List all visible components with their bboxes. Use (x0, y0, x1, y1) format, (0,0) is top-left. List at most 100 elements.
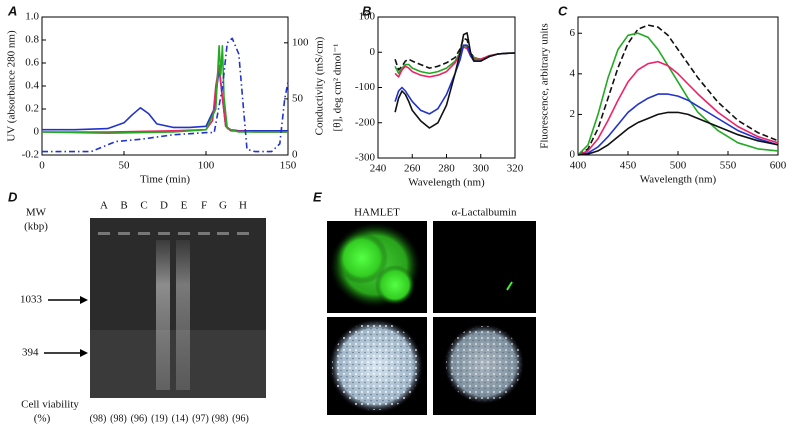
plot-frame (377, 16, 516, 159)
y-tick-label: 100 (359, 11, 376, 23)
x-tick-label: 100 (198, 160, 215, 172)
y-tick-label: -300 (355, 152, 376, 164)
lane-label: C (140, 200, 147, 212)
y2-axis-title: Conductivity (mS/cm) (314, 36, 326, 135)
y-tick-label: 0.4 (25, 80, 39, 92)
plot-frame (41, 16, 289, 156)
x-tick-label: 300 (473, 163, 490, 175)
y-tick-label: 0 (370, 46, 376, 58)
lane-label: B (120, 200, 127, 212)
data-line (577, 60, 779, 156)
x-tick-label: 550 (720, 160, 737, 172)
gel-smear (156, 240, 170, 390)
x-tick-label: 600 (770, 160, 787, 172)
viability-unit: (%) (34, 413, 51, 425)
x-tick-label: 280 (438, 163, 455, 175)
green-cell (375, 265, 415, 305)
data-line (394, 37, 516, 71)
y2-tick-label: 50 (292, 92, 304, 104)
marker-arrow (80, 349, 88, 357)
mw-unit: (kbp) (24, 221, 48, 233)
y-tick-label: 0.2 (25, 103, 39, 115)
y-tick-label: 0 (34, 126, 40, 138)
y-tick-label: 6 (570, 27, 576, 39)
x-tick-label: 150 (280, 160, 297, 172)
gel-well (237, 232, 249, 235)
viability-label: Cell viability (21, 399, 79, 411)
panel-label: D (8, 189, 18, 204)
viability-value: (96) (131, 413, 148, 424)
data-line (42, 64, 288, 133)
cell-texture (332, 322, 420, 410)
lane-label: D (160, 200, 168, 212)
panel-label: A (7, 3, 17, 18)
y-tick-label: 1.0 (25, 11, 39, 23)
y-tick-label: 0.6 (25, 57, 39, 69)
panel-label: B (362, 3, 371, 18)
y-tick-label: -100 (355, 81, 376, 93)
gel-well (138, 232, 150, 235)
gel-well (178, 232, 190, 235)
green-spot (506, 281, 513, 291)
y-tick-label: 0 (570, 149, 576, 161)
gel-well (118, 232, 130, 235)
y-tick-label: -200 (355, 116, 376, 128)
data-line (577, 24, 779, 156)
data-line (394, 44, 516, 115)
y-axis-title: [θ], deg cm² dmol⁻¹ (332, 44, 344, 132)
x-tick-label: 320 (507, 163, 524, 175)
lane-label: G (219, 200, 227, 212)
data-line (42, 68, 288, 132)
x-tick-label: 260 (404, 163, 421, 175)
viability-value: (19) (151, 413, 168, 424)
y-axis-title: UV (absorbance 280 nm) (6, 30, 18, 142)
marker-label: 1033 (20, 294, 43, 306)
x-tick-label: 0 (39, 160, 45, 172)
viability-value: (98) (110, 413, 127, 424)
gel-well (158, 232, 170, 235)
x-tick-label: 50 (119, 160, 131, 172)
x-tick-label: 400 (570, 160, 587, 172)
micrograph (433, 221, 536, 313)
marker-label: 394 (22, 347, 39, 359)
lane-label: E (181, 200, 188, 212)
x-axis-title: Wavelength (nm) (408, 177, 485, 189)
data-line (394, 44, 516, 75)
x-axis-title: Time (min) (140, 174, 190, 186)
data-line (577, 32, 779, 156)
green-cell (336, 232, 388, 284)
panel-label: E (313, 189, 322, 204)
lane-label: F (201, 200, 207, 212)
viability-value: (14) (172, 413, 189, 424)
viability-value: (97) (192, 413, 209, 424)
y-tick-label: 4 (570, 67, 576, 79)
lane-label: A (100, 200, 108, 212)
column-label: HAMLET (354, 207, 400, 219)
gel-smear (176, 240, 190, 390)
viability-value: (98) (90, 413, 107, 424)
data-line (42, 37, 289, 153)
y-tick-label: -0.2 (22, 149, 39, 161)
cell-texture (446, 326, 522, 402)
marker-arrow (80, 296, 88, 304)
viability-value: (96) (232, 413, 249, 424)
data-line (577, 111, 779, 156)
gel-well (198, 232, 210, 235)
x-axis-title: Wavelength (nm) (640, 174, 717, 186)
x-tick-label: 240 (370, 163, 387, 175)
gel-well (217, 232, 229, 235)
data-line (394, 46, 516, 78)
viability-value: (98) (212, 413, 229, 424)
x-tick-label: 450 (620, 160, 637, 172)
y-axis-title: Fluorescence, arbitrary units (539, 23, 551, 149)
gel-well (98, 232, 110, 235)
data-line (394, 32, 516, 129)
x-tick-label: 500 (670, 160, 687, 172)
lane-label: H (239, 200, 247, 212)
data-line (577, 93, 779, 156)
y2-tick-label: 100 (292, 36, 309, 48)
column-label: α-Lactalbumin (451, 207, 517, 219)
data-line (41, 45, 288, 134)
panel-label: C (558, 3, 568, 18)
